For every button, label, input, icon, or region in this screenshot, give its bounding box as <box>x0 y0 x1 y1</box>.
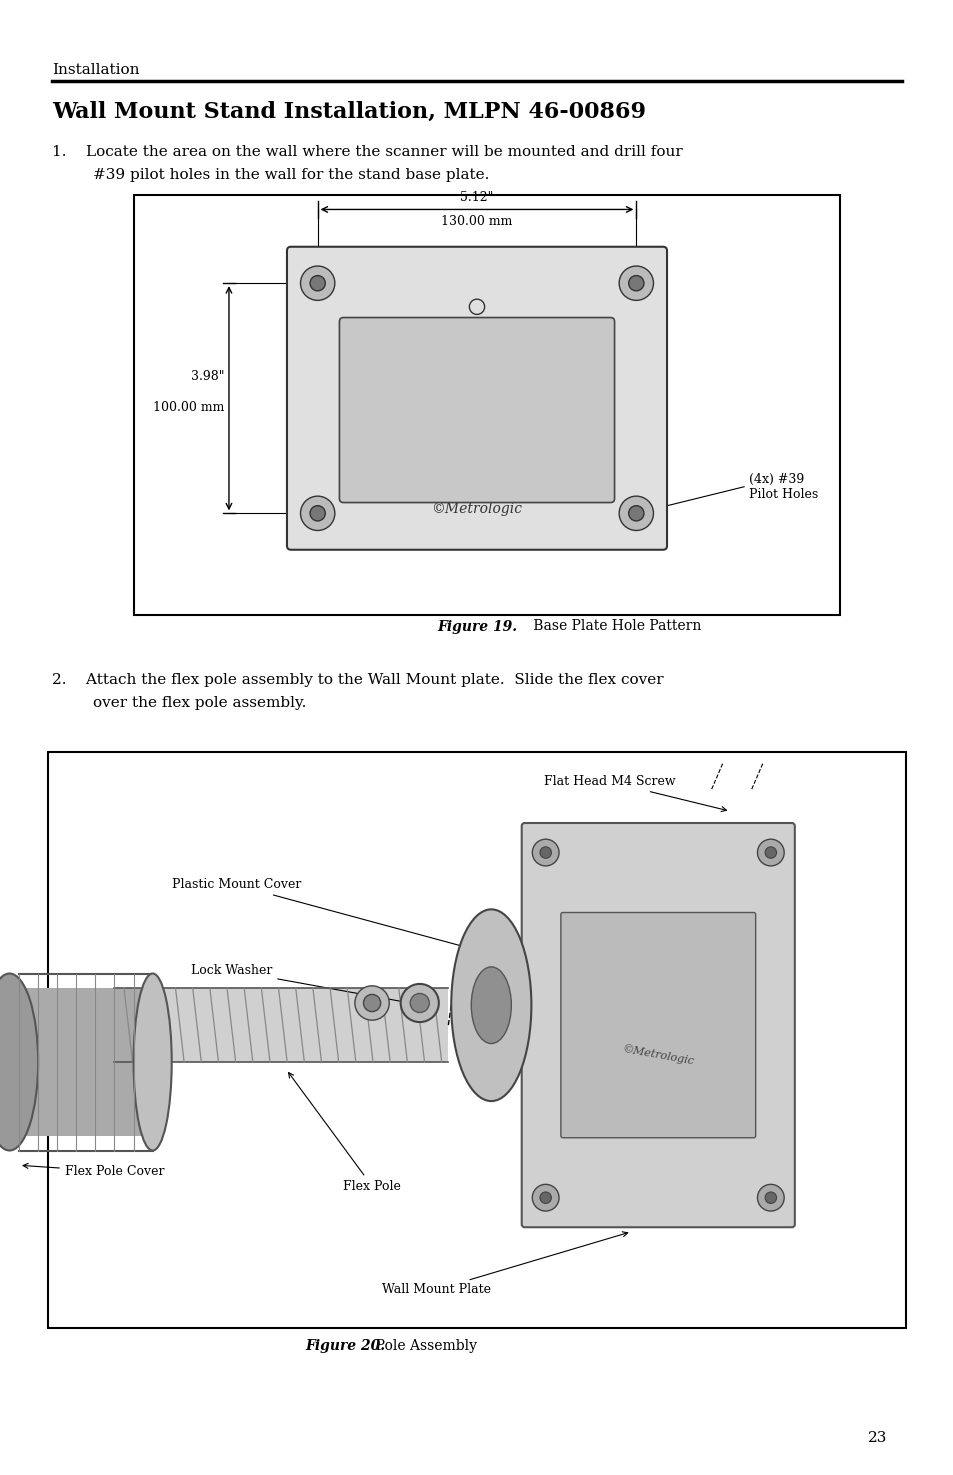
Text: Installation: Installation <box>52 63 140 77</box>
Circle shape <box>355 985 389 1021</box>
Circle shape <box>539 1192 551 1204</box>
Text: #39 pilot holes in the wall for the stand base plate.: #39 pilot holes in the wall for the stan… <box>93 168 489 181</box>
Bar <box>133 195 839 615</box>
Text: Plastic Mount Cover: Plastic Mount Cover <box>172 879 499 957</box>
Bar <box>48 752 905 1328</box>
Circle shape <box>757 839 783 866</box>
Text: 2.    Attach the flex pole assembly to the Wall Mount plate.  Slide the flex cov: 2. Attach the flex pole assembly to the … <box>52 673 663 686</box>
Circle shape <box>400 984 438 1022</box>
Circle shape <box>539 847 551 858</box>
FancyBboxPatch shape <box>560 913 755 1137</box>
Circle shape <box>363 994 380 1012</box>
Circle shape <box>764 847 776 858</box>
Text: 1.    Locate the area on the wall where the scanner will be mounted and drill fo: 1. Locate the area on the wall where the… <box>52 145 682 158</box>
Circle shape <box>410 994 429 1012</box>
Bar <box>19 988 143 1136</box>
Circle shape <box>300 266 335 301</box>
Text: 100.00 mm: 100.00 mm <box>152 401 224 414</box>
Text: Flat Head M4 Screw: Flat Head M4 Screw <box>543 776 726 811</box>
Circle shape <box>532 839 558 866</box>
Text: Flex Pole: Flex Pole <box>288 1072 401 1193</box>
FancyBboxPatch shape <box>287 246 666 550</box>
Text: 3.98": 3.98" <box>191 370 224 384</box>
Text: 5.12": 5.12" <box>460 190 493 204</box>
Text: Lock Washer: Lock Washer <box>191 965 406 1004</box>
Circle shape <box>469 299 484 314</box>
Ellipse shape <box>471 968 511 1044</box>
Text: 130.00 mm: 130.00 mm <box>441 215 512 229</box>
Text: ©Metrologic: ©Metrologic <box>620 1043 695 1066</box>
Circle shape <box>628 276 643 291</box>
Circle shape <box>532 1184 558 1211</box>
Circle shape <box>300 496 335 531</box>
Text: Figure 20.: Figure 20. <box>305 1339 385 1353</box>
Text: (4x) #39
Pilot Holes: (4x) #39 Pilot Holes <box>748 473 818 500</box>
Text: Base Plate Hole Pattern: Base Plate Hole Pattern <box>529 620 700 633</box>
Circle shape <box>310 506 325 521</box>
Ellipse shape <box>114 988 448 1062</box>
Circle shape <box>618 266 653 301</box>
FancyBboxPatch shape <box>521 823 794 1227</box>
Ellipse shape <box>0 974 38 1150</box>
Circle shape <box>757 1184 783 1211</box>
FancyBboxPatch shape <box>339 317 614 503</box>
Circle shape <box>310 276 325 291</box>
Text: over the flex pole assembly.: over the flex pole assembly. <box>93 696 307 709</box>
Text: Pole Assembly: Pole Assembly <box>367 1339 476 1353</box>
Text: 23: 23 <box>867 1431 886 1446</box>
Circle shape <box>764 1192 776 1204</box>
Circle shape <box>618 496 653 531</box>
Bar <box>114 988 448 1062</box>
Circle shape <box>628 506 643 521</box>
Text: ©Metrologic: ©Metrologic <box>431 503 522 516</box>
Ellipse shape <box>133 974 172 1150</box>
Ellipse shape <box>451 909 531 1100</box>
Text: Figure 19.: Figure 19. <box>436 620 517 633</box>
Text: Wall Mount Plate: Wall Mount Plate <box>381 1232 627 1297</box>
Text: Flex Pole Cover: Flex Pole Cover <box>23 1164 164 1179</box>
Text: Wall Mount Stand Installation, MLPN 46-00869: Wall Mount Stand Installation, MLPN 46-0… <box>52 100 646 122</box>
